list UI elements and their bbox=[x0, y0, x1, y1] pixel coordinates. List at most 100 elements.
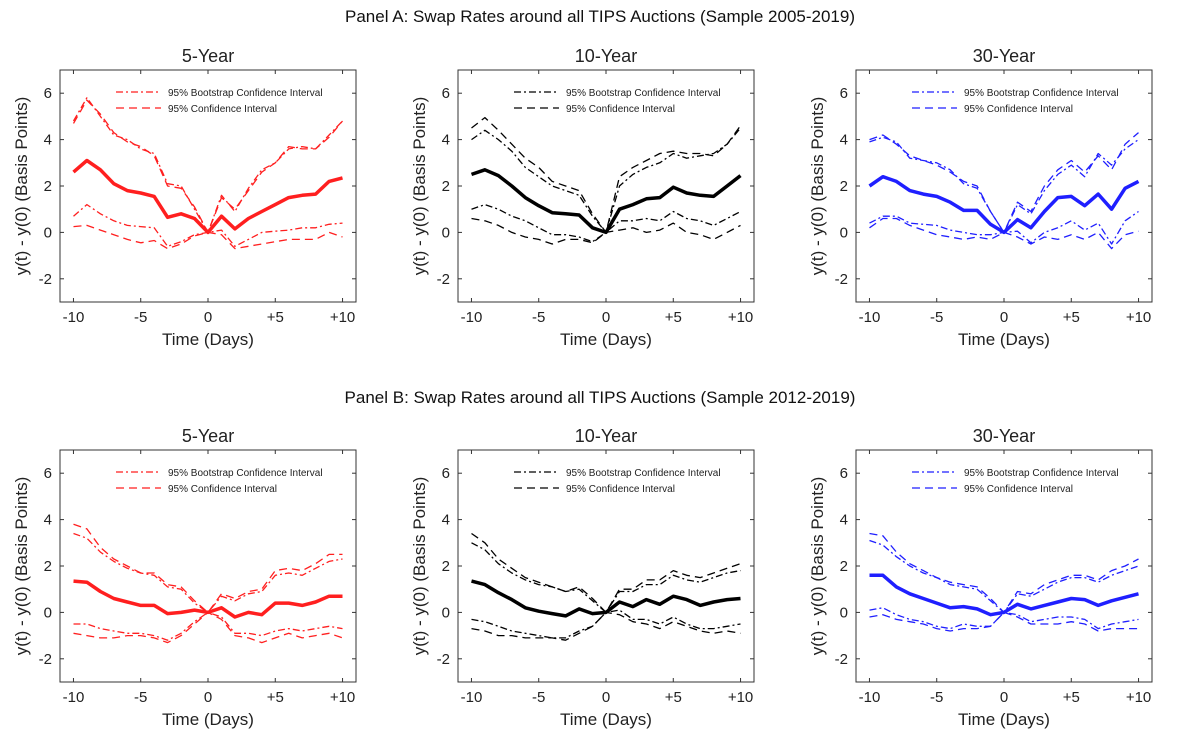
chart-title: 10-Year bbox=[575, 46, 637, 66]
y-axis-label: y(t) - y(0) (Basis Points) bbox=[808, 97, 827, 276]
chart-title: 30-Year bbox=[973, 46, 1035, 66]
series-line-ci-upper bbox=[73, 523, 343, 614]
series-line-bootstrap-lower bbox=[73, 611, 343, 641]
x-tick-label: -10 bbox=[63, 309, 85, 326]
series-line-ci-lower bbox=[471, 217, 741, 245]
y-axis-label: y(t) - y(0) (Basis Points) bbox=[808, 477, 827, 656]
series-line-mean bbox=[471, 579, 741, 618]
x-tick-label: -5 bbox=[930, 309, 943, 326]
x-tick-label: 0 bbox=[602, 689, 610, 706]
series-line-ci-lower bbox=[869, 611, 1139, 632]
x-tick-label: -10 bbox=[461, 309, 483, 326]
chart-title: 10-Year bbox=[575, 426, 637, 446]
y-tick-label: -2 bbox=[835, 271, 848, 288]
x-tick-label: 0 bbox=[1000, 309, 1008, 326]
chart-3: 5-Year -10 -5 0 +5 +10 -2 0 2 4 6 Time (Days) y(t) -… bbox=[12, 426, 357, 729]
x-tick-label: +5 bbox=[267, 309, 284, 326]
y-axis-label: y(t) - y(0) (Basis Points) bbox=[410, 477, 429, 656]
y-tick-label: 2 bbox=[442, 178, 450, 195]
x-tick-label: +10 bbox=[728, 689, 753, 706]
series-line-mean bbox=[470, 168, 742, 235]
y-tick-label: 4 bbox=[840, 132, 848, 149]
series-line-bootstrap-upper bbox=[869, 136, 1139, 234]
chart-1: 10-Year -10 -5 0 +5 +10 -2 0 2 4 6 Time (Days) y(t) … bbox=[410, 46, 755, 349]
legend-label-ci: 95% Confidence Interval bbox=[566, 484, 675, 495]
x-tick-label: -10 bbox=[859, 689, 881, 706]
x-tick-label: +10 bbox=[1126, 309, 1151, 326]
chart-title: 30-Year bbox=[973, 426, 1035, 446]
y-axis-label: y(t) - y(0) (Basis Points) bbox=[12, 477, 31, 656]
chart-2: 30-Year -10 -5 0 +5 +10 -2 0 2 4 6 Time (Days) y(t) … bbox=[808, 46, 1153, 349]
y-tick-label: 0 bbox=[44, 224, 52, 241]
chart-4: 10-Year -10 -5 0 +5 +10 -2 0 2 4 6 Time (Days) y(t) … bbox=[410, 426, 755, 729]
y-axis-label: y(t) - y(0) (Basis Points) bbox=[12, 97, 31, 276]
y-tick-label: 2 bbox=[44, 178, 52, 195]
series-line-mean bbox=[868, 174, 1140, 235]
x-tick-label: -10 bbox=[859, 309, 881, 326]
legend-label-ci: 95% Confidence Interval bbox=[566, 104, 675, 115]
series-line-bootstrap-lower bbox=[471, 609, 741, 639]
x-tick-label: -5 bbox=[532, 689, 545, 706]
series-line-ci-upper bbox=[72, 99, 344, 234]
y-tick-label: 0 bbox=[44, 604, 52, 621]
y-tick-label: -2 bbox=[835, 651, 848, 668]
series-line-bootstrap-upper bbox=[869, 539, 1139, 614]
x-axis-label: Time (Days) bbox=[958, 710, 1050, 729]
panel-b-title: Panel B: Swap Rates around all TIPS Auct… bbox=[345, 388, 856, 407]
x-tick-label: +10 bbox=[330, 689, 355, 706]
series-line-mean bbox=[869, 573, 1139, 617]
chart-5: 30-Year -10 -5 0 +5 +10 -2 0 2 4 6 Time (Days) y(t) … bbox=[808, 426, 1153, 729]
y-tick-label: 2 bbox=[44, 558, 52, 575]
y-tick-label: 0 bbox=[840, 604, 848, 621]
series-line-bootstrap-upper bbox=[73, 532, 343, 614]
legend-label-bootstrap: 95% Bootstrap Confidence Interval bbox=[168, 88, 323, 99]
legend-label-bootstrap: 95% Bootstrap Confidence Interval bbox=[566, 468, 721, 479]
x-tick-label: +5 bbox=[1063, 309, 1080, 326]
legend-label-bootstrap: 95% Bootstrap Confidence Interval bbox=[964, 88, 1119, 99]
x-axis-label: Time (Days) bbox=[560, 330, 652, 349]
x-axis-label: Time (Days) bbox=[162, 330, 254, 349]
legend-label-ci: 95% Confidence Interval bbox=[168, 484, 277, 495]
legend-label-bootstrap: 95% Bootstrap Confidence Interval bbox=[168, 468, 323, 479]
y-tick-label: 6 bbox=[442, 85, 450, 102]
y-tick-label: 4 bbox=[442, 512, 450, 529]
legend-label-bootstrap: 95% Bootstrap Confidence Interval bbox=[964, 468, 1119, 479]
x-tick-label: 0 bbox=[1000, 689, 1008, 706]
panel-a-title: Panel A: Swap Rates around all TIPS Auct… bbox=[345, 7, 855, 26]
y-tick-label: 4 bbox=[44, 512, 52, 529]
y-tick-label: -2 bbox=[39, 271, 52, 288]
series-line-bootstrap-lower bbox=[471, 203, 741, 243]
x-tick-label: +5 bbox=[665, 309, 682, 326]
series-line-ci-lower bbox=[869, 217, 1139, 250]
y-tick-label: 0 bbox=[442, 604, 450, 621]
chart-0: 5-Year -10 -5 0 +5 +10 -2 0 2 4 6 Time (Days) y(t) -… bbox=[12, 46, 357, 349]
y-tick-label: 0 bbox=[442, 224, 450, 241]
y-tick-label: 4 bbox=[44, 132, 52, 149]
x-tick-label: 0 bbox=[204, 689, 212, 706]
x-tick-label: +5 bbox=[1063, 689, 1080, 706]
y-tick-label: 6 bbox=[442, 465, 450, 482]
y-tick-label: 4 bbox=[840, 512, 848, 529]
series-line-ci-lower bbox=[73, 611, 343, 644]
series-line-bootstrap-lower bbox=[869, 210, 1139, 245]
series-line-ci-upper bbox=[471, 532, 741, 614]
y-tick-label: 4 bbox=[442, 132, 450, 149]
series-line-bootstrap-lower bbox=[73, 203, 343, 247]
x-tick-label: +5 bbox=[665, 689, 682, 706]
series-line-mean bbox=[72, 158, 343, 235]
x-tick-label: +5 bbox=[267, 689, 284, 706]
legend-label-ci: 95% Confidence Interval bbox=[964, 484, 1073, 495]
y-tick-label: 6 bbox=[840, 465, 848, 482]
y-tick-label: 2 bbox=[442, 558, 450, 575]
y-tick-label: 2 bbox=[840, 558, 848, 575]
y-tick-label: 6 bbox=[840, 85, 848, 102]
legend-label-ci: 95% Confidence Interval bbox=[168, 104, 277, 115]
x-tick-label: -5 bbox=[134, 309, 147, 326]
y-tick-label: 0 bbox=[840, 224, 848, 241]
x-tick-label: -5 bbox=[930, 689, 943, 706]
y-tick-label: -2 bbox=[39, 651, 52, 668]
x-tick-label: 0 bbox=[204, 309, 212, 326]
x-tick-label: 0 bbox=[602, 309, 610, 326]
chart-title: 5-Year bbox=[182, 46, 234, 66]
